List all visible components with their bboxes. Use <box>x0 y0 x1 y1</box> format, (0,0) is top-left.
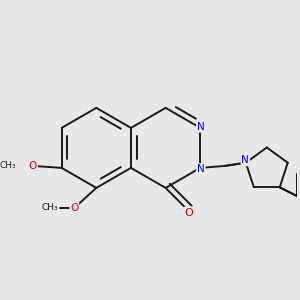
Text: O: O <box>29 161 37 171</box>
Text: O: O <box>184 208 193 218</box>
Text: N: N <box>242 155 249 165</box>
Text: CH₃: CH₃ <box>0 161 16 170</box>
Text: N: N <box>197 164 205 174</box>
Text: CH₃: CH₃ <box>42 203 58 212</box>
Text: N: N <box>197 122 205 132</box>
Text: O: O <box>70 203 78 213</box>
